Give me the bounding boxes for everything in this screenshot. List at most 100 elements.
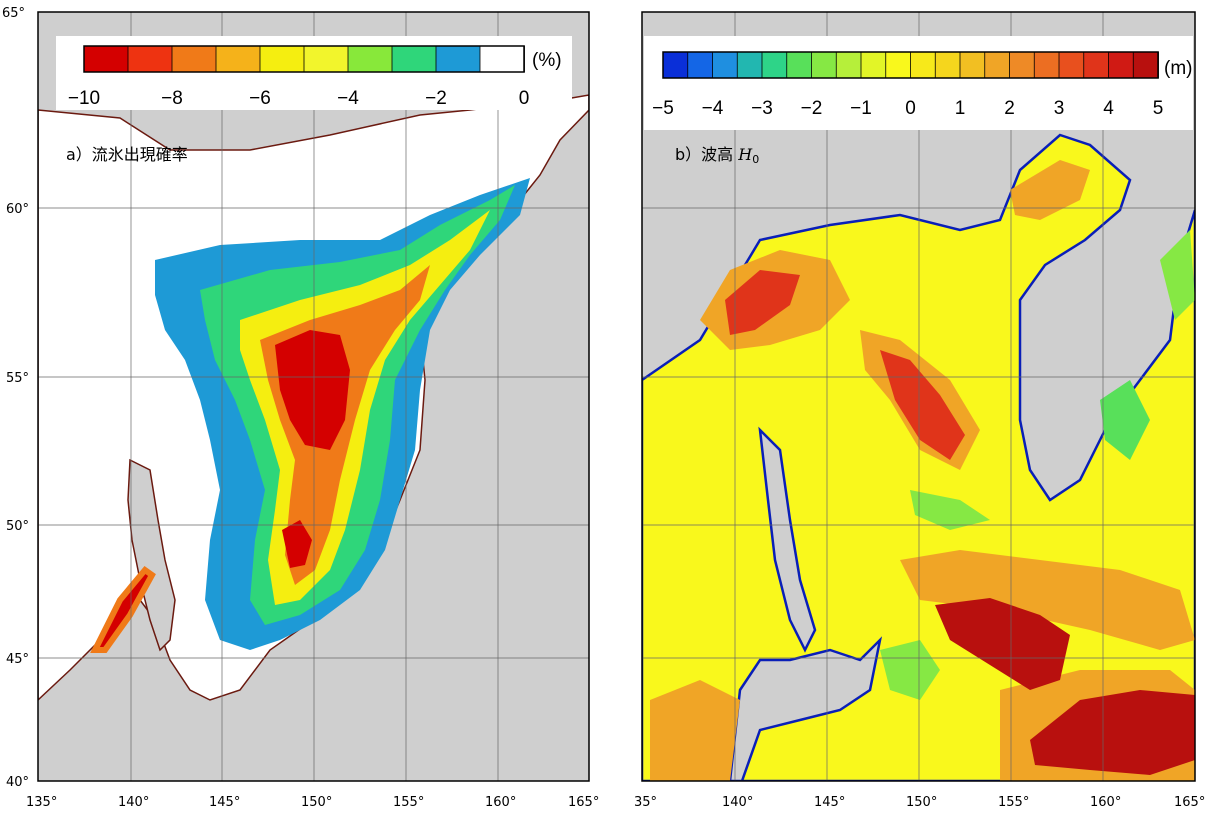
- panel-a-colorbar-cell: [83, 45, 129, 73]
- lat-label-60: 60°: [6, 202, 29, 217]
- panel-b-colorbar: (m) −5 −4 −3 −2 −1 0 1 2 3 4 5: [644, 36, 1193, 130]
- panel-a-title: a）流氷出現確率: [66, 145, 188, 164]
- panel-b-colorbar-unit: (m): [1164, 58, 1192, 79]
- panel-a-colorbar-cell: [259, 45, 305, 73]
- panel-b-green-3: [1160, 230, 1195, 320]
- panel-b-gridlines: [642, 12, 1195, 781]
- panel-a-colorbar-tick-label: 0: [519, 88, 530, 109]
- panel-b-green-1: [880, 640, 940, 700]
- panel-a-tatar-streak: [90, 565, 156, 653]
- panel-a-colorbar-cell: [347, 45, 393, 73]
- lon-label-b-165: 165°: [1174, 795, 1205, 810]
- lon-label-b-150: 150°: [906, 795, 937, 810]
- panel-b-colorbar-cell: [835, 51, 862, 79]
- panel-b-colorbar-tick-label: 3: [1054, 98, 1065, 119]
- lat-label-45: 45°: [6, 652, 29, 667]
- panel-b-colorbar-tick-label: 0: [905, 98, 916, 119]
- panel-a-lat-labels: 65° 60° 55° 50° 45° 40°: [2, 6, 29, 790]
- panel-a-colorbar-tick-label: −8: [161, 88, 183, 109]
- panel-a-colorbar-cells: [83, 45, 525, 73]
- panel-b-orange-sw: [650, 680, 740, 781]
- panel-b-green-4: [910, 490, 990, 530]
- panel-b-map: [642, 12, 1195, 781]
- panel-b-colorbar-cell: [1009, 51, 1036, 79]
- panel-a-lon-labels: 135° 140° 145° 150° 155° 160° 165°: [26, 795, 599, 810]
- panel-b-colorbar-cell: [736, 51, 763, 79]
- panel-b-orange-ne: [1010, 160, 1090, 220]
- lat-label-65: 65°: [2, 6, 25, 21]
- panel-a-colorbar-tick-label: −2: [425, 88, 447, 109]
- panel-b-colorbar-tick-label: 1: [955, 98, 966, 119]
- panel-a-colorbar-tick-label: −6: [249, 88, 271, 109]
- lat-label-50: 50°: [6, 519, 29, 534]
- panel-a-frame: [37, 11, 590, 782]
- panel-b-frame: [641, 11, 1196, 782]
- panel-b-colorbar-tick-label: −1: [850, 98, 872, 119]
- panel-b-colorbar-frame: [662, 51, 1159, 79]
- panel-b-orange-south: [900, 550, 1195, 650]
- panel-b-lon-labels: 35° 140° 145° 150° 155° 160° 165°: [634, 795, 1205, 810]
- panel-b-colorbar-cell: [811, 51, 838, 79]
- panel-a-colorbar-cell: [171, 45, 217, 73]
- panel-a-colorbar-tick-label: −4: [337, 88, 359, 109]
- lon-label-b-135: 35°: [634, 795, 657, 810]
- panel-a-colorbar-frame: [83, 45, 525, 73]
- panel-a-colorbar-cell: [391, 45, 437, 73]
- panel-b-hokkaido: [728, 636, 883, 781]
- panel-b-title-prefix: b）波高: [675, 145, 738, 164]
- panel-b-colorbar-cell: [1132, 51, 1159, 79]
- panel-a-colorbar-cell: [127, 45, 173, 73]
- panel-b-title: b）波高 H0: [675, 145, 759, 166]
- panel-a-colorbar-ticks: −10 −8 −6 −4 −2 0: [68, 88, 529, 109]
- lon-label-a-150: 150°: [301, 795, 332, 810]
- panel-a-zone-red-south: [282, 520, 312, 568]
- panel-b-darkred-1: [935, 598, 1070, 690]
- panel-b-colorbar-cell: [885, 51, 912, 79]
- panel-a-gridlines: [38, 12, 589, 781]
- panel-b-colorbar-tick-label: −4: [702, 98, 724, 119]
- lon-label-b-140: 140°: [722, 795, 753, 810]
- panel-b-colorbar-cell: [959, 51, 986, 79]
- panel-b-title-sub: 0: [752, 153, 759, 166]
- lon-label-a-160: 160°: [485, 795, 516, 810]
- panel-b-colorbar-tick-label: 2: [1004, 98, 1015, 119]
- lon-label-a-155: 155°: [393, 795, 424, 810]
- lon-label-a-140: 140°: [118, 795, 149, 810]
- panel-b-colorbar-cell: [934, 51, 961, 79]
- panel-b-colorbar-cell: [984, 51, 1011, 79]
- panel-b-colorbar-ticks: −5 −4 −3 −2 −1 0 1 2 3 4 5: [652, 98, 1163, 119]
- panel-b-colorbar-tick-label: −2: [801, 98, 823, 119]
- panel-b-colorbar-cells: [662, 51, 1159, 79]
- lon-label-b-155: 155°: [998, 795, 1029, 810]
- panel-b-colorbar-tick-label: 5: [1153, 98, 1164, 119]
- panel-b-sakhalin: [758, 426, 817, 653]
- panel-a-colorbar-cell: [479, 45, 525, 73]
- panel-b-red-center: [880, 350, 965, 460]
- panel-b-red-nw: [725, 270, 800, 335]
- panel-b-darkred-2: [1030, 690, 1195, 775]
- panel-a-colorbar-tick-label: −10: [68, 88, 100, 109]
- panel-a-colorbar-unit: (%): [532, 50, 562, 71]
- lat-label-55: 55°: [6, 371, 29, 386]
- lon-label-a-145: 145°: [209, 795, 240, 810]
- panel-b-colorbar-cell: [761, 51, 788, 79]
- panel-b-colorbar-tick-label: −3: [751, 98, 773, 119]
- panel-a-colorbar-cell: [303, 45, 349, 73]
- panel-b-colorbar-cell: [662, 51, 689, 79]
- panel-b-colorbar-cell: [687, 51, 714, 79]
- panel-a-map: [38, 12, 589, 781]
- panel-b-colorbar-cell: [860, 51, 887, 79]
- panel-b-colorbar-cell: [1033, 51, 1060, 79]
- panel-a-colorbar-cell: [215, 45, 261, 73]
- panel-a-colorbar: (%) −10 −8 −6 −4 −2 0: [56, 36, 572, 110]
- panel-a-zone-red: [275, 330, 350, 450]
- panel-b-colorbar-tick-label: −5: [652, 98, 674, 119]
- panel-b-colorbar-cell: [1083, 51, 1110, 79]
- panel-b-colorbar-cell: [1058, 51, 1085, 79]
- panel-b-colorbar-cell: [786, 51, 813, 79]
- panel-b-colorbar-cell: [1108, 51, 1135, 79]
- panel-b-colorbar-cell: [712, 51, 739, 79]
- lon-label-a-135: 135°: [26, 795, 57, 810]
- lon-label-b-160: 160°: [1090, 795, 1121, 810]
